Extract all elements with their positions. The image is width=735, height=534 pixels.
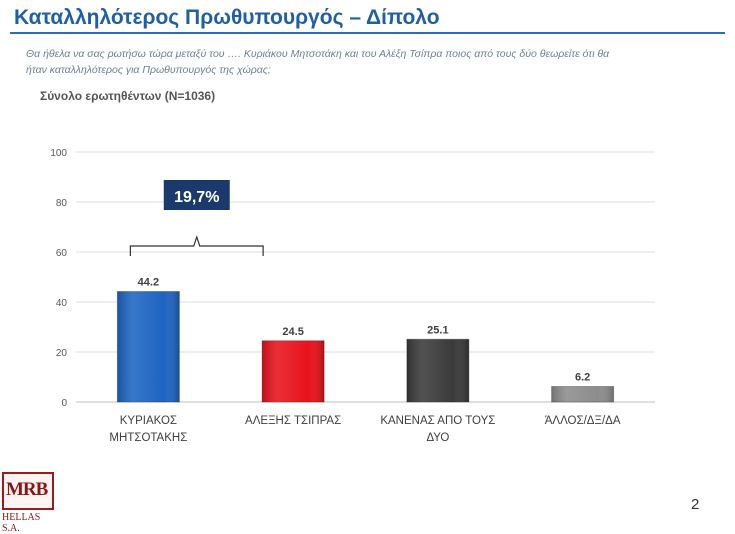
data-label: 44.2 xyxy=(138,277,159,289)
question-line-1: Θα ήθελα να σας ρωτήσω τώρα μεταξύ του …… xyxy=(26,48,610,60)
data-label: 6.2 xyxy=(575,372,590,384)
category-label: ΚΥΡΙΑΚΟΣ xyxy=(120,415,177,427)
y-tick-label: 20 xyxy=(56,348,68,359)
bar-shading xyxy=(551,386,614,402)
bar-shading xyxy=(406,339,469,402)
category-label: ΑΛΕΞΗΣ ΤΣΙΠΡΑΣ xyxy=(245,415,341,427)
category-label: ΚΑΝΕΝΑΣ ΑΠΟ ΤΟΥΣ xyxy=(380,415,495,427)
title-divider xyxy=(10,32,725,34)
mrb-logo: MRB HELLAS S.A. xyxy=(2,472,54,534)
bar-shading xyxy=(262,340,325,402)
y-tick-label: 80 xyxy=(56,198,68,209)
page-number: 2 xyxy=(691,496,700,513)
logo-subtitle: HELLAS S.A. xyxy=(2,512,41,534)
annotation-box xyxy=(163,180,230,210)
survey-question: Θα ήθελα να σας ρωτήσω τώρα μεταξύ του …… xyxy=(26,46,626,78)
y-tick-label: 60 xyxy=(56,248,68,259)
category-label: ΔΥΟ xyxy=(426,432,449,444)
category-label: ΜΗΤΣΟΤΑΚΗΣ xyxy=(109,432,187,444)
sample-size-label: Σύνολο ερωτηθέντων (N=1036) xyxy=(40,89,216,103)
y-tick-label: 0 xyxy=(61,398,67,409)
data-label: 25.1 xyxy=(427,324,448,336)
bar-shading xyxy=(117,291,180,402)
annotation-text: 19,7% xyxy=(174,189,219,206)
page-title: Καταλληλότερος Πρωθυπουργός – Δίπολο xyxy=(14,6,440,29)
data-label: 24.5 xyxy=(282,326,303,338)
y-tick-label: 40 xyxy=(56,298,68,309)
question-line-2: ήταν καταλληλότερος για Πρωθυπουργός της… xyxy=(26,64,271,76)
logo-box: MRB xyxy=(2,472,54,510)
annotation-bracket xyxy=(129,235,264,256)
category-label: ΆΛΛΟΣ/ΔΞ/ΔΑ xyxy=(545,415,621,427)
y-tick-label: 100 xyxy=(50,148,67,159)
logo-text: MRB xyxy=(6,479,48,500)
